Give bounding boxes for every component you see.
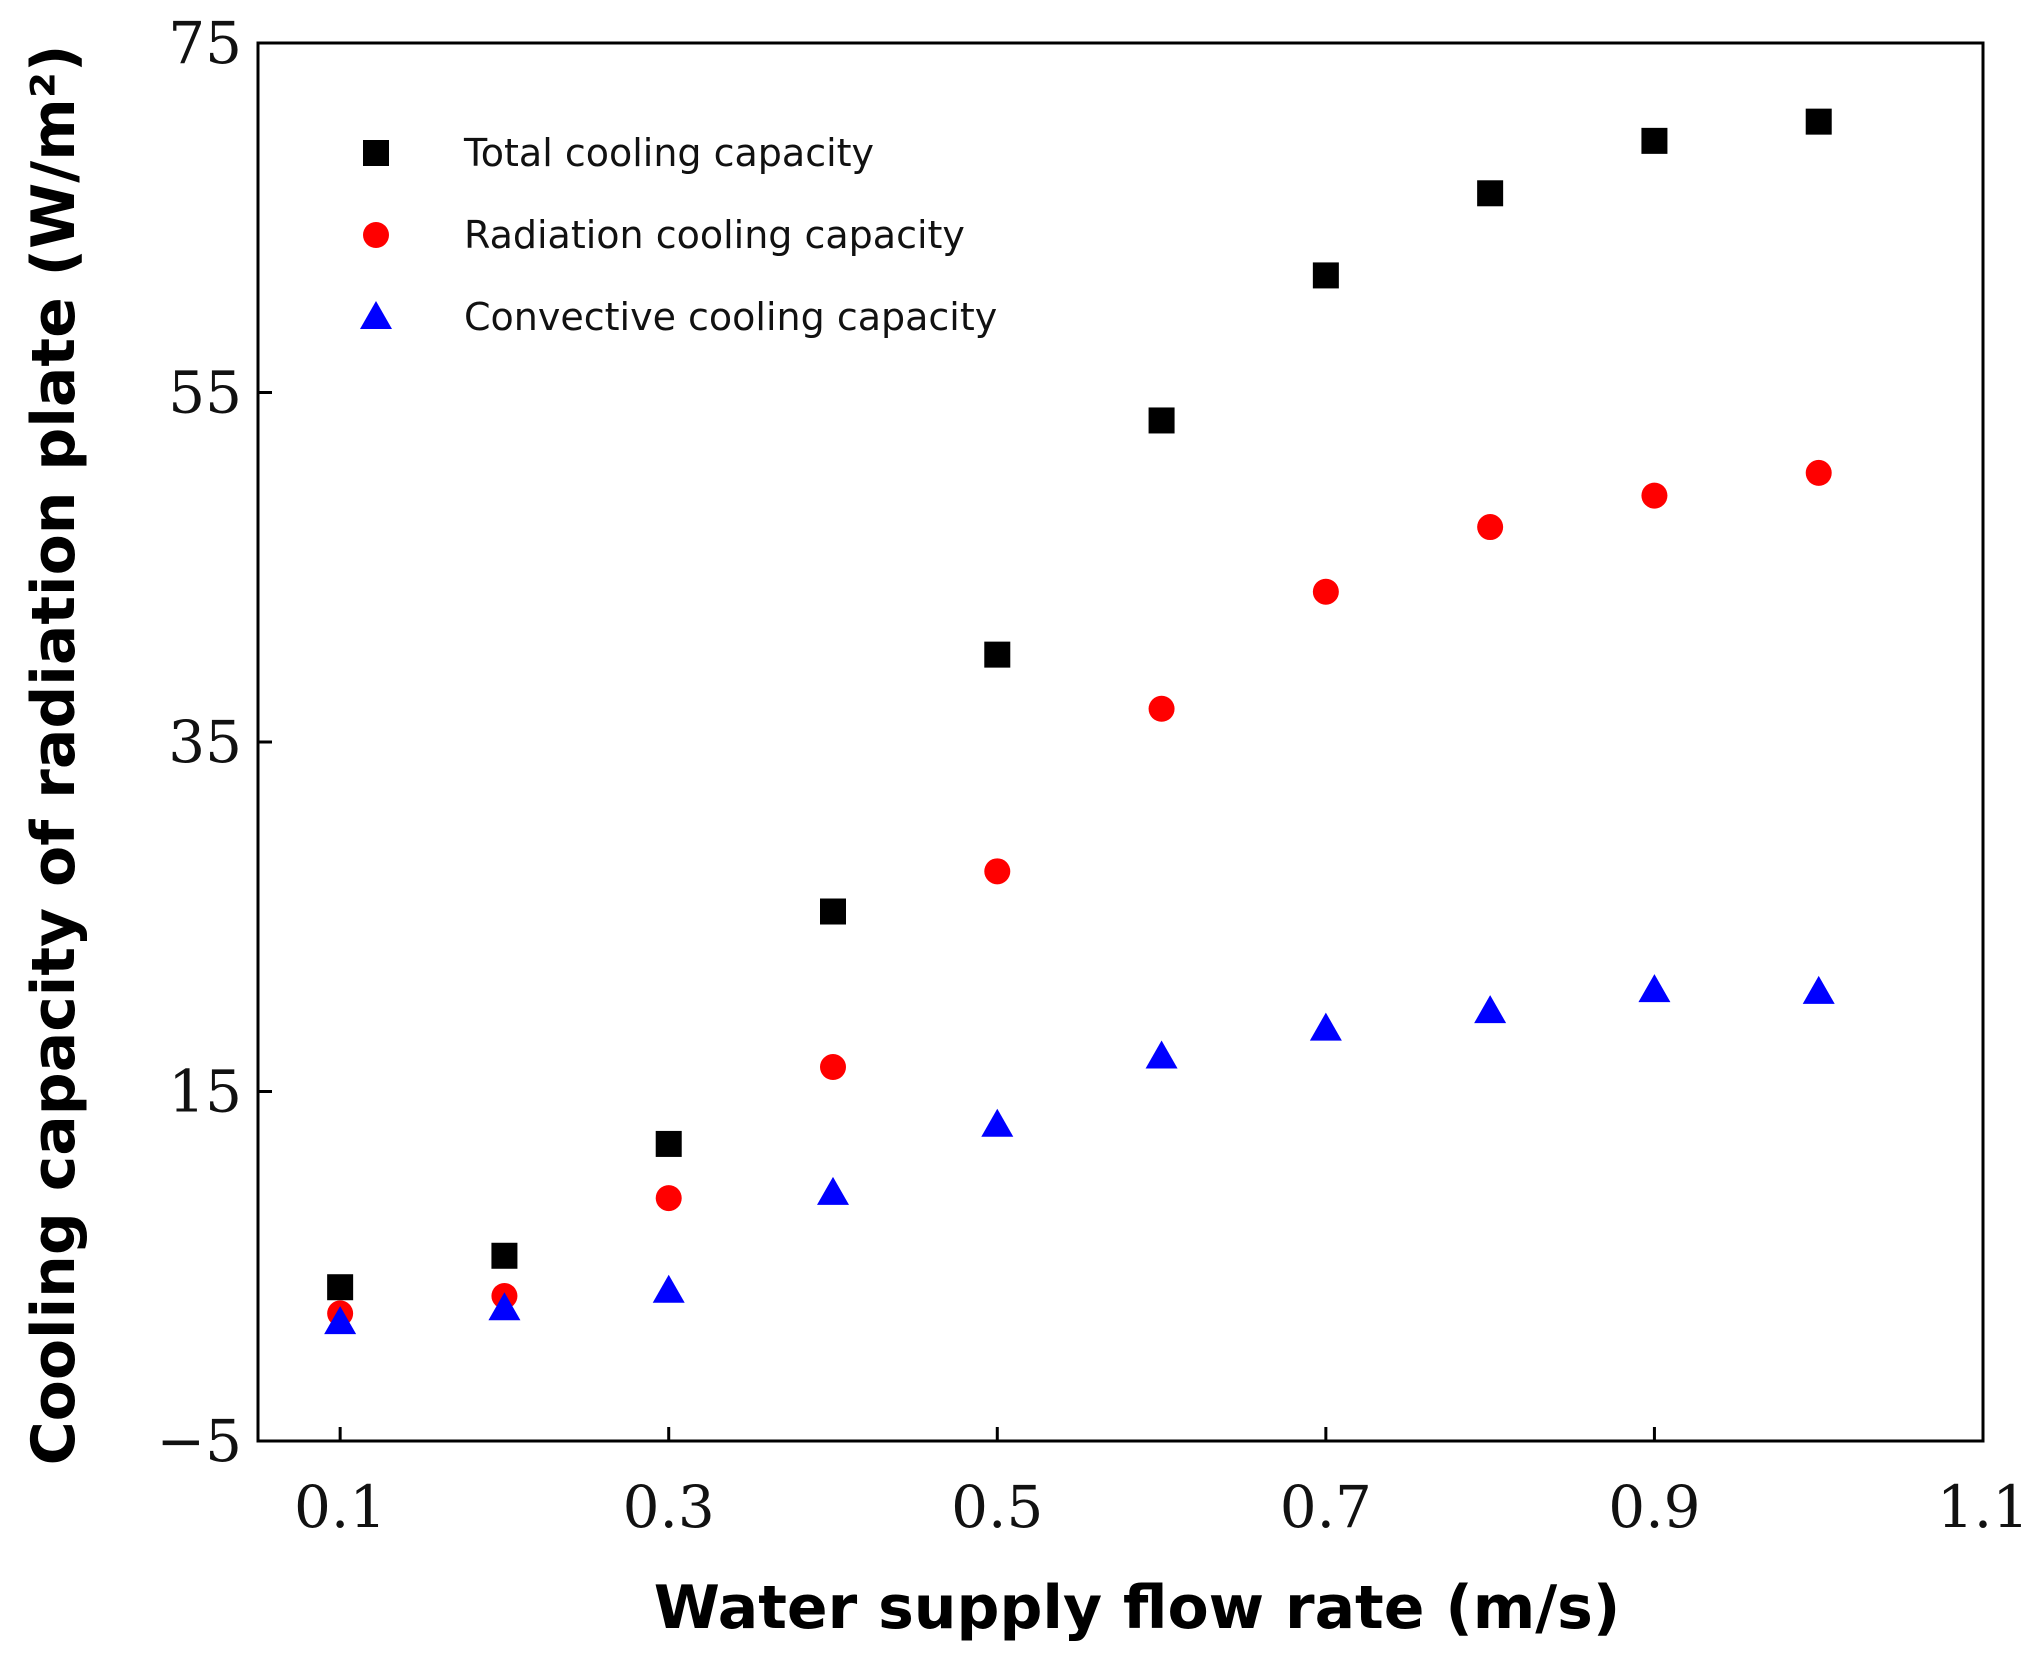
convective-cooling-capacity-point xyxy=(1145,1040,1178,1069)
total-cooling-capacity-point xyxy=(1805,108,1832,135)
convective-cooling-capacity-point xyxy=(488,1292,521,1321)
y-tick-label: 35 xyxy=(168,708,242,776)
total-cooling-capacity-point xyxy=(327,1274,354,1301)
y-tick-label: −5 xyxy=(157,1407,243,1475)
legend: Total cooling capacity Radiation cooling … xyxy=(360,131,997,339)
radiation-cooling-capacity-point xyxy=(1312,578,1339,605)
x-tick-label: 0.3 xyxy=(623,1473,715,1541)
convective-cooling-capacity-point xyxy=(1802,975,1835,1004)
total-cooling-capacity-point xyxy=(491,1242,518,1269)
total-cooling-capacity-point xyxy=(1641,127,1668,154)
x-tick-label: 0.7 xyxy=(1280,1473,1372,1541)
y-tick-label: 75 xyxy=(168,9,242,77)
convective-cooling-capacity-point xyxy=(1309,1012,1342,1041)
radiation-cooling-capacity-point xyxy=(1805,459,1832,486)
legend-label-convective-cooling-capacity: Convective cooling capacity xyxy=(464,295,997,339)
radiation-cooling-capacity-point xyxy=(655,1185,682,1212)
legend-marker-radiation-cooling-capacity xyxy=(363,222,389,248)
convective-cooling-capacity-point xyxy=(981,1108,1014,1137)
total-cooling-capacity-point xyxy=(820,898,846,925)
radiation-cooling-capacity-point xyxy=(1477,514,1504,541)
x-axis-title: Water supply flow rate (m/s) xyxy=(654,1573,1621,1643)
total-cooling-capacity-point xyxy=(1312,262,1339,289)
total-cooling-capacity-point xyxy=(655,1130,682,1157)
y-axis-title: Cooling capacity of radiation plate (W/m… xyxy=(19,45,89,1466)
x-tick-label: 0.9 xyxy=(1608,1473,1700,1541)
radiation-cooling-capacity-point xyxy=(1148,695,1175,722)
convective-cooling-capacity-point xyxy=(1638,974,1671,1003)
legend-marker-total-cooling-capacity xyxy=(363,140,389,166)
convective-cooling-capacity-point xyxy=(1474,995,1507,1024)
convective-cooling-capacity-point xyxy=(324,1306,357,1335)
y-tick-label: 55 xyxy=(168,359,242,427)
convective-cooling-capacity-point xyxy=(817,1176,849,1205)
total-cooling-capacity-point xyxy=(1148,407,1175,434)
total-cooling-capacity-point xyxy=(1477,180,1504,207)
x-tick-label: 0.1 xyxy=(294,1473,386,1541)
y-tick-label: 15 xyxy=(168,1058,242,1126)
total-cooling-capacity-point xyxy=(984,641,1011,668)
convective-cooling-capacity-point xyxy=(652,1274,685,1303)
x-axis: 0.1 0.3 0.5 0.7 0.9 1.1 xyxy=(294,1427,2029,1541)
legend-label-radiation-cooling-capacity: Radiation cooling capacity xyxy=(464,213,965,257)
radiation-cooling-capacity-point xyxy=(1641,482,1668,509)
legend-marker-convective-cooling-capacity xyxy=(360,301,392,329)
data-points xyxy=(324,108,1835,1335)
x-tick-label: 1.1 xyxy=(1937,1473,2029,1541)
radiation-cooling-capacity-point xyxy=(820,1054,846,1081)
radiation-cooling-capacity-point xyxy=(984,858,1011,885)
x-tick-label: 0.5 xyxy=(951,1473,1043,1541)
y-axis: −5 15 35 55 75 xyxy=(157,9,272,1475)
legend-label-total-cooling-capacity: Total cooling capacity xyxy=(463,131,874,175)
